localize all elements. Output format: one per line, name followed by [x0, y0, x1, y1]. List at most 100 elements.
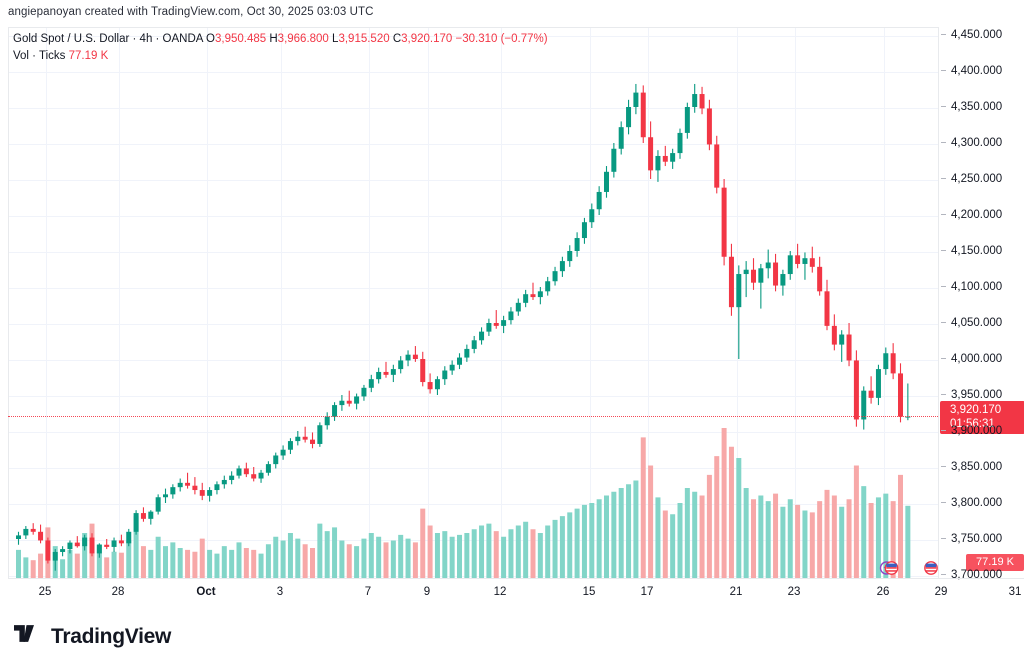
price-axis-tick: 4,250.000 — [939, 172, 1024, 186]
legend-close-value: 3,920.170 — [401, 33, 453, 45]
volume-bar — [721, 428, 727, 578]
legend-change-value: −30.310 (−0.77%) — [455, 33, 548, 45]
price-tick-label: 3,850.000 — [951, 461, 1003, 473]
candle-body — [214, 484, 220, 491]
volume-bar — [398, 534, 404, 578]
price-tick-label: 3,750.000 — [951, 533, 1003, 545]
economic-event-flag-icon-2[interactable] — [921, 558, 941, 578]
candle-body — [207, 490, 213, 496]
price-tick-dash — [941, 106, 946, 107]
candle-body — [515, 302, 521, 312]
candle-body — [45, 540, 51, 561]
price-axis-tick: 3,900.000 — [939, 424, 1024, 438]
price-tick-dash — [941, 394, 946, 395]
candle-body — [148, 511, 154, 519]
volume-bar — [574, 508, 580, 578]
candle-body — [780, 274, 786, 286]
legend-open-label: O — [206, 33, 215, 45]
time-axis-tick: 21 — [729, 586, 743, 598]
legend-volume-label[interactable]: Vol · Ticks — [13, 50, 66, 62]
time-axis-tick: 28 — [111, 586, 125, 598]
time-axis-tick: 26 — [876, 586, 890, 598]
volume-bar — [74, 553, 80, 578]
volume-bar — [861, 486, 867, 578]
candle-body — [699, 94, 705, 109]
volume-bar — [699, 495, 705, 578]
volume-bar — [787, 499, 793, 578]
candle-body — [265, 464, 271, 473]
candle-body — [861, 390, 867, 420]
volume-bar — [692, 491, 698, 578]
volume-bar — [126, 540, 132, 578]
time-axis-tick: 29 — [934, 586, 948, 598]
candle-body — [692, 94, 698, 107]
legend-symbol[interactable]: Gold Spot / U.S. Dollar · 4h · OANDA — [13, 33, 203, 45]
time-axis-tick: 23 — [787, 586, 801, 598]
price-gridline — [9, 468, 938, 469]
candle-body — [273, 455, 279, 465]
volume-bar — [104, 557, 110, 578]
volume-bar — [508, 529, 514, 578]
candle-body — [317, 425, 323, 444]
price-tick-label: 4,300.000 — [951, 137, 1003, 149]
candle-body — [96, 544, 102, 554]
candle-body — [221, 479, 227, 485]
economic-event-flag-icon[interactable] — [879, 558, 899, 578]
volume-bar — [354, 546, 360, 578]
volume-bar — [405, 538, 411, 578]
candle-body — [236, 468, 242, 476]
volume-bar — [111, 551, 117, 578]
price-gridline — [9, 396, 938, 397]
candle-body — [199, 490, 205, 496]
price-axis-tick: 4,200.000 — [939, 208, 1024, 222]
candle-body — [23, 528, 29, 536]
price-tick-label: 3,800.000 — [951, 497, 1003, 509]
candle-body — [743, 269, 749, 275]
candle-body — [670, 153, 676, 162]
price-axis-tick: 4,000.000 — [939, 352, 1024, 366]
chart-plot-area[interactable] — [8, 27, 938, 578]
volume-bar — [618, 488, 624, 578]
volume-bar — [133, 516, 139, 578]
candle-body — [449, 364, 455, 371]
volume-value-badge[interactable]: 77.19 K — [966, 554, 1024, 571]
volume-bar — [30, 560, 36, 578]
volume-bar — [412, 542, 418, 578]
volume-bar — [221, 546, 227, 578]
volume-bar — [38, 553, 44, 578]
volume-bar — [236, 542, 242, 578]
candle-body — [339, 400, 345, 406]
price-tick-dash — [941, 358, 946, 359]
time-gridline — [428, 28, 429, 578]
legend-low-value: 3,915.520 — [338, 33, 390, 45]
price-tick-label: 4,250.000 — [951, 173, 1003, 185]
volume-bar — [310, 548, 315, 578]
volume-bar — [302, 544, 308, 578]
volume-bar — [96, 544, 102, 578]
time-gridline — [648, 28, 649, 578]
candle-body — [479, 331, 485, 341]
time-axis[interactable]: 25 28 Oct 3 7 9 12 15 17 21 23 26 29 31 — [8, 578, 1024, 609]
candle-body — [229, 475, 235, 480]
candle-body — [846, 334, 852, 361]
price-tick-label: 3,900.000 — [951, 425, 1003, 437]
candle-body — [126, 531, 132, 544]
price-tick-label: 4,100.000 — [951, 281, 1003, 293]
current-price-badge[interactable]: 3,920.170 01:56:31 — [940, 401, 1024, 435]
price-axis-tick: 4,100.000 — [939, 280, 1024, 294]
volume-bar — [662, 510, 668, 578]
volume-bar — [155, 536, 161, 578]
volume-bar — [464, 533, 470, 578]
volume-bar — [596, 499, 602, 578]
tradingview-footer: TradingView — [14, 624, 171, 648]
volume-bar — [736, 458, 742, 578]
volume-bar — [185, 549, 191, 578]
volume-bar — [853, 465, 859, 578]
volume-bar — [60, 559, 66, 578]
price-axis[interactable]: 3,920.170 01:56:31 77.19 K 4,450.000 4,40… — [938, 27, 1024, 581]
volume-bar — [317, 523, 323, 578]
price-tick-dash — [941, 250, 946, 251]
candle-body — [434, 379, 440, 390]
price-gridline — [9, 324, 938, 325]
